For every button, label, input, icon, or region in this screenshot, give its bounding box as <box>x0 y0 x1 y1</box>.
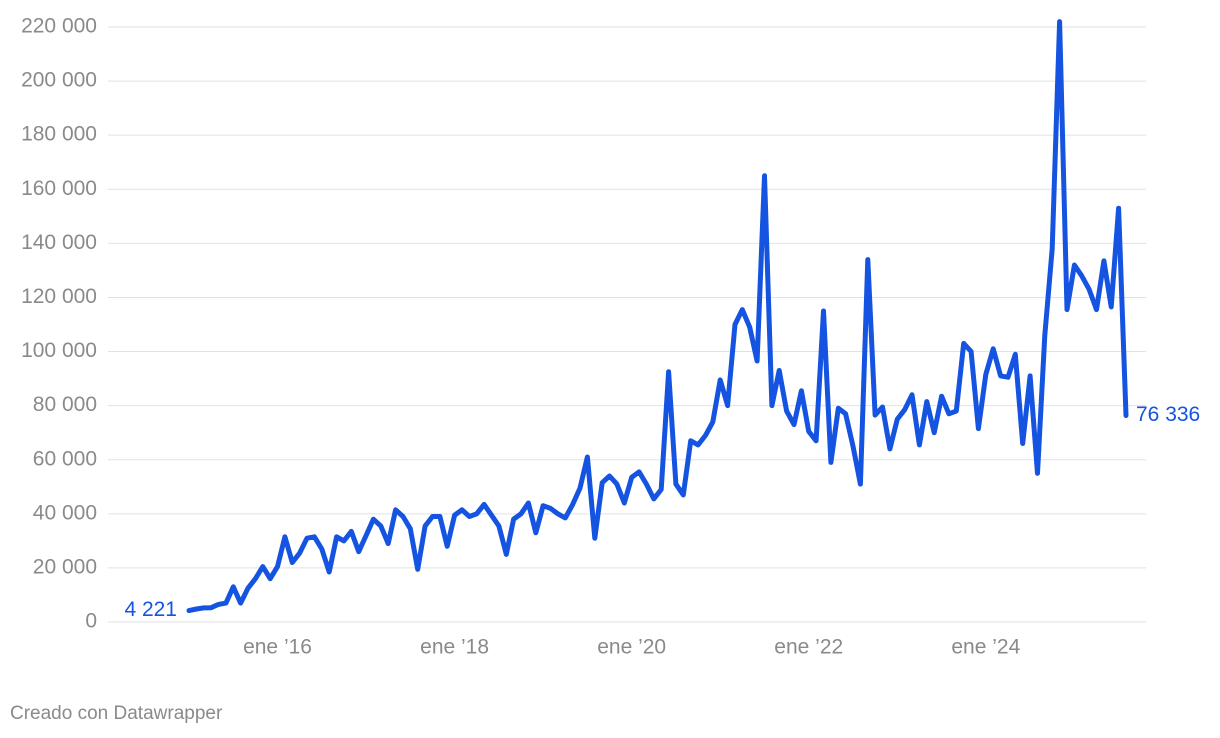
y-tick-label: 0 <box>85 610 97 633</box>
credit: Creado con Datawrapper <box>10 703 223 724</box>
x-tick-label: ene ’20 <box>597 636 666 659</box>
x-tick-label: ene ’22 <box>774 636 843 659</box>
end-label: 76 336 <box>1136 403 1200 426</box>
y-tick-label: 60 000 <box>33 447 97 470</box>
y-tick-label: 180 000 <box>21 123 97 146</box>
y-tick-label: 220 000 <box>21 15 97 38</box>
end-label: 4 221 <box>124 598 177 621</box>
x-tick-label: ene ’24 <box>951 636 1020 659</box>
y-tick-label: 140 000 <box>21 231 97 254</box>
y-tick-label: 160 000 <box>21 177 97 200</box>
x-tick-label: ene ’16 <box>243 636 312 659</box>
line <box>186 19 1129 614</box>
y-tick-label: 100 000 <box>21 339 97 362</box>
x-tick-label: ene ’18 <box>420 636 489 659</box>
y-tick-label: 80 000 <box>33 393 97 416</box>
y-tick-label: 200 000 <box>21 69 97 92</box>
y-tick-label: 40 000 <box>33 501 97 524</box>
y-tick-label: 20 000 <box>33 555 97 578</box>
y-tick-label: 120 000 <box>21 285 97 308</box>
